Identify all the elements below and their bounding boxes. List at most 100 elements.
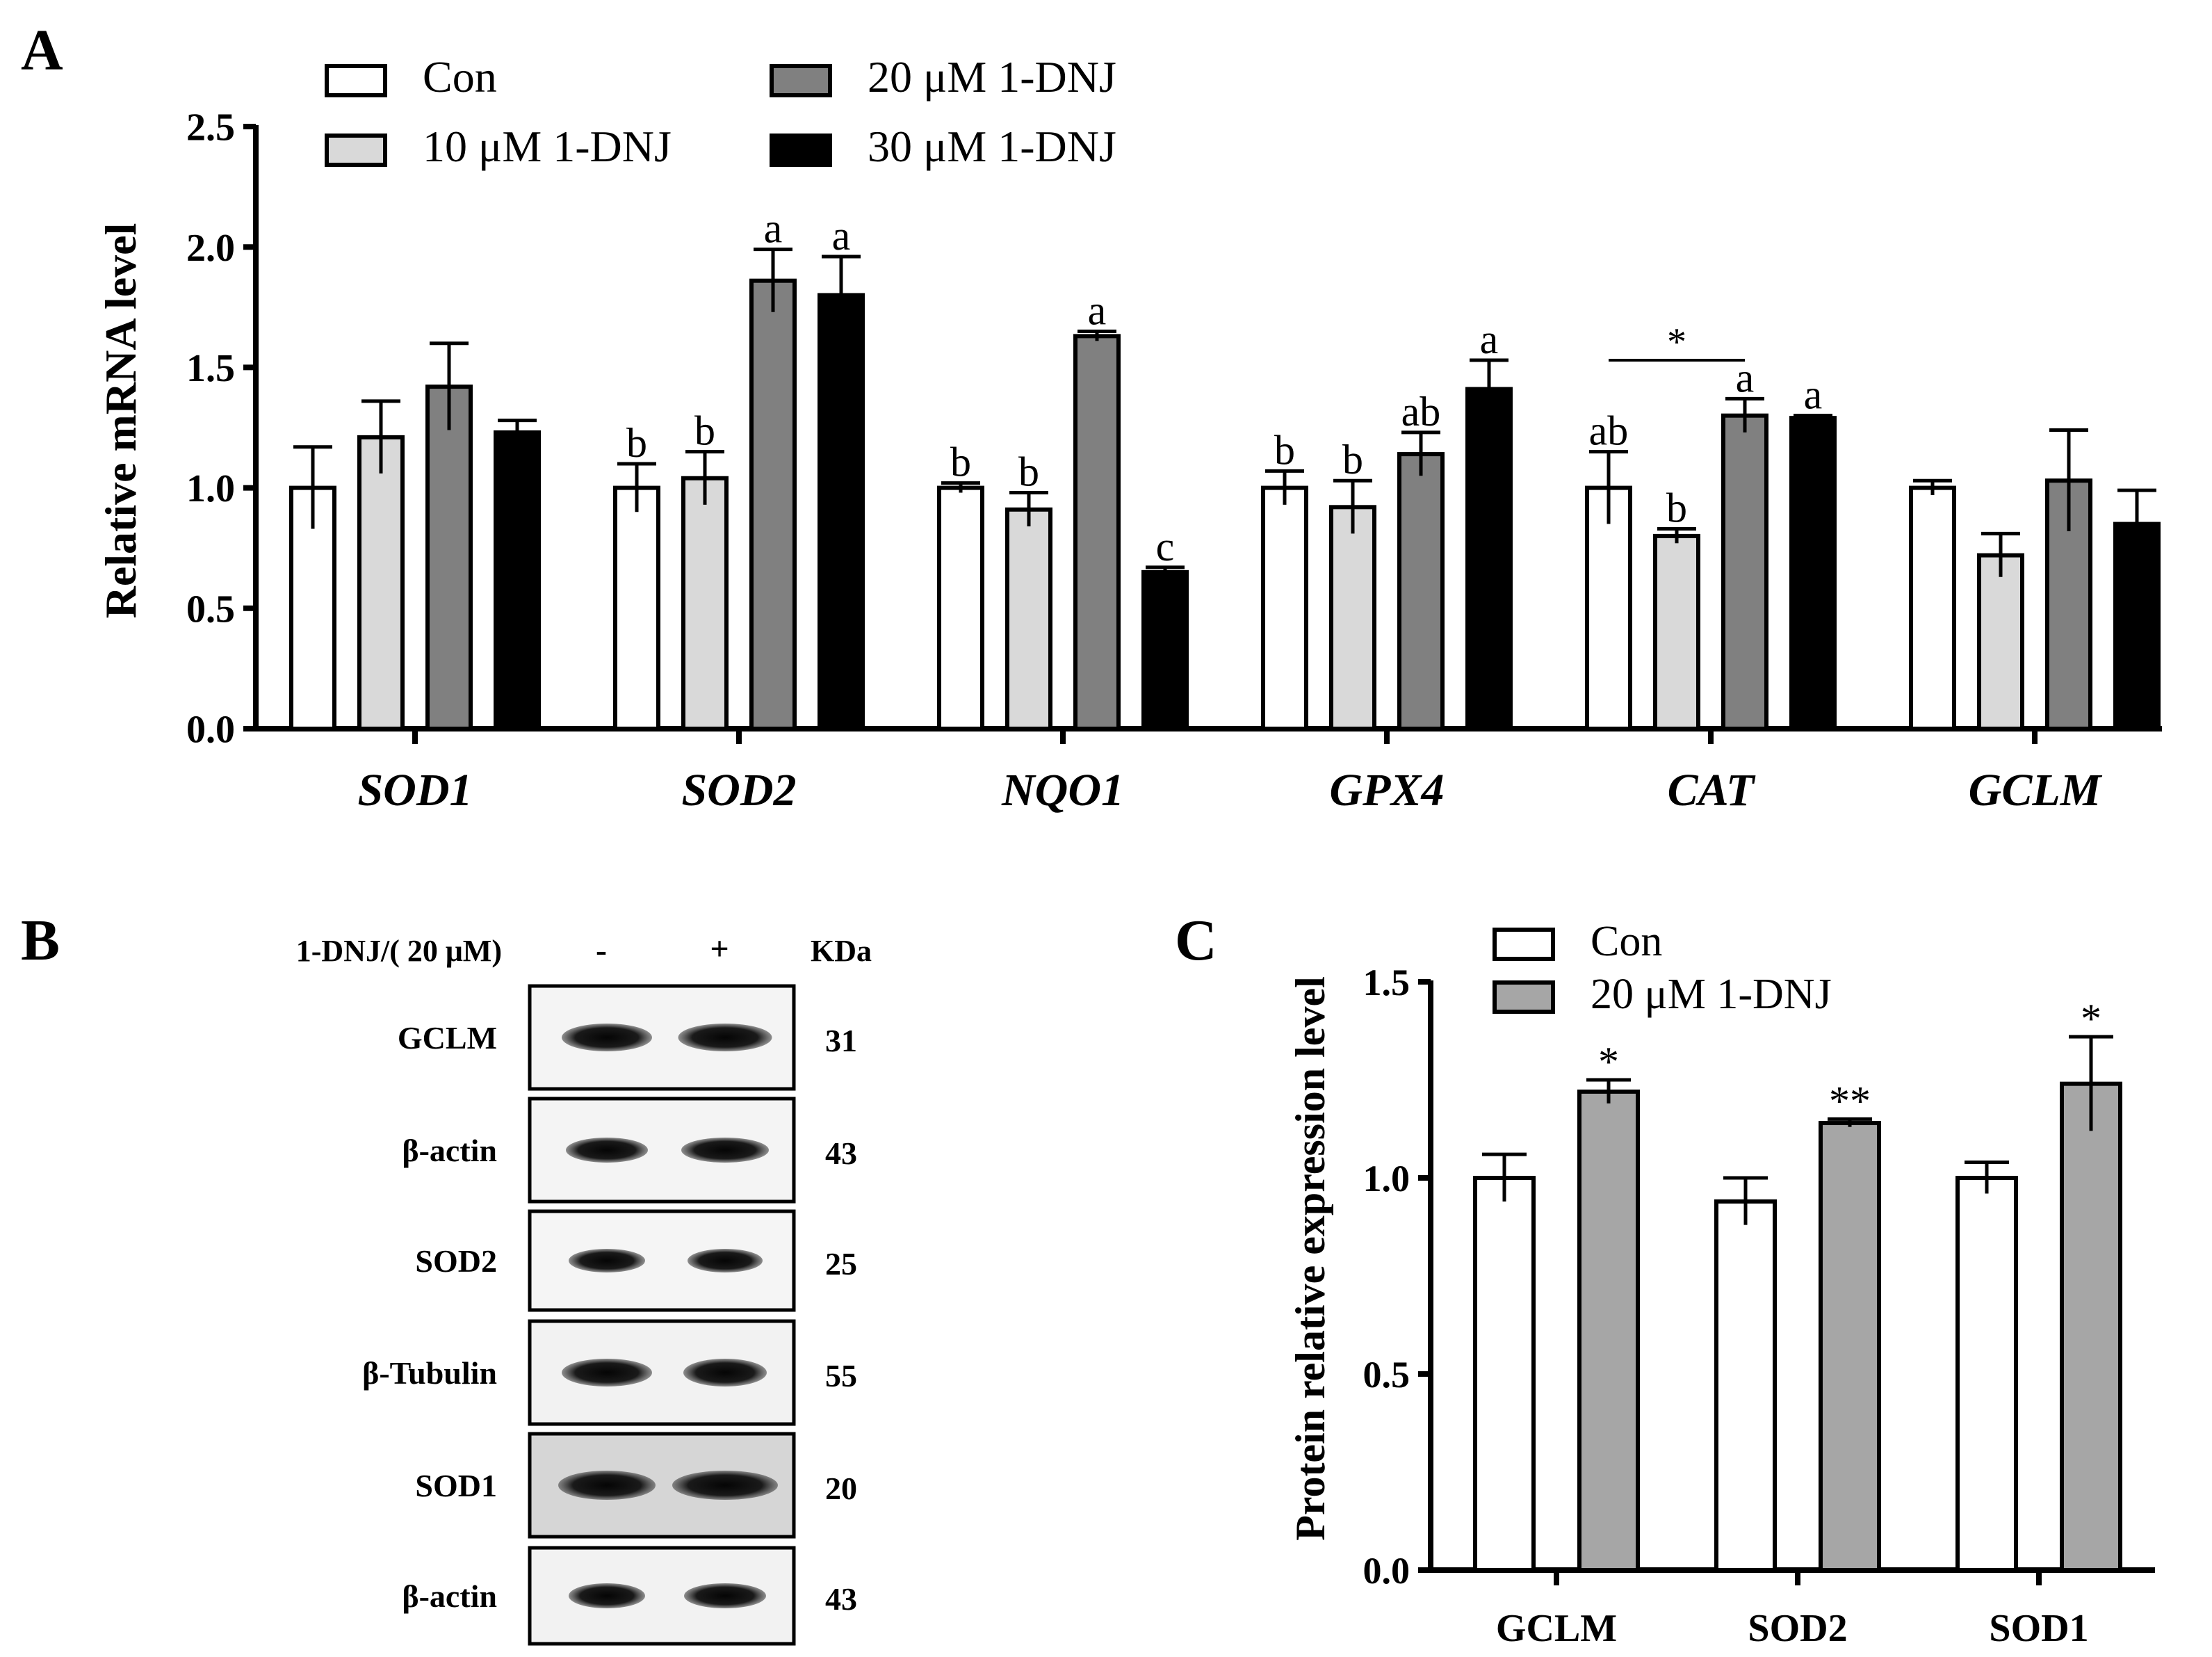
bar-nqo1-10-m-1-dnj (1005, 507, 1052, 731)
panel-c-axes: 0.0 0.5 1.0 1.5 GCLM SOD2 SOD1 (1363, 962, 2155, 1650)
bar-sod1-20-m-1-dnj (2060, 1081, 2122, 1572)
blot-label-gclm: GCLM (398, 1020, 497, 1056)
bar-cat-30-m-1-dnj (1789, 416, 1837, 731)
band-control-actin (566, 1138, 648, 1163)
y-tick-label: 0.5 (1363, 1354, 1410, 1396)
band-control-sod1 (558, 1471, 656, 1500)
x-tick-label-sod1: SOD1 (1989, 1607, 2088, 1650)
lane-label-control: - (596, 932, 607, 969)
bar-gpx4-con (1261, 485, 1308, 731)
band-control-actin (569, 1583, 645, 1608)
panel-c-bars: **** (1473, 996, 2122, 1573)
significance-label: a (764, 206, 783, 252)
legend-swatch-con (325, 64, 387, 97)
significance-label: b (626, 420, 647, 466)
significance-label: b (694, 408, 715, 454)
legend-swatch-10-m-1-dnj (325, 134, 387, 167)
bar-gclm-30-m-1-dnj (2113, 522, 2161, 731)
blot-kda-sod2: 25 (825, 1246, 857, 1282)
x-tick-label-sod1: SOD1 (357, 765, 472, 816)
significance-label: a (1804, 372, 1823, 418)
bar-sod2-20-m-1-dnj (1819, 1121, 1881, 1573)
bar-sod2-con (613, 485, 660, 731)
bar-gclm-con (1909, 485, 1956, 731)
y-tick-label: 2.5 (186, 106, 235, 149)
significance-label: ab (1401, 389, 1441, 435)
blot-label-sod1: SOD1 (415, 1468, 497, 1503)
y-tick-label: 1.0 (1363, 1158, 1410, 1199)
significance-label: b (1274, 427, 1295, 473)
band-treated-actin (684, 1583, 766, 1608)
significance-label: * (2081, 996, 2101, 1042)
x-tick-label-cat: CAT (1668, 765, 1756, 816)
significance-label: b (1666, 485, 1687, 531)
blot-label-sod2: SOD2 (415, 1243, 497, 1279)
band-treated-sod1 (672, 1471, 778, 1500)
y-tick-label: 2.0 (186, 227, 235, 270)
panel-a: A Relative mRNA level Con 10 μM 1-DNJ 20 μ… (21, 18, 2162, 816)
legend-label-20-m-1-dnj: 20 μM 1-DNJ (868, 52, 1116, 102)
panel-a-axes: 0.0 0.5 1.0 1.5 2.0 2.5 SOD1 SOD2 NQO1 GPX4 CAT GCL… (186, 106, 2162, 816)
panel-c-y-axis-label: Protein relative expression level (1287, 976, 1333, 1541)
bar-gclm-con (1473, 1176, 1536, 1572)
blot-label-tubulin: β-Tubulin (362, 1355, 497, 1391)
bar-sod2-10-m-1-dnj (681, 476, 729, 731)
blot-kda-actin: 43 (825, 1135, 857, 1171)
significance-label: * (1598, 1039, 1619, 1085)
blot-label-actin: β-actin (402, 1578, 497, 1614)
x-tick-label-sod2: SOD2 (1748, 1607, 1847, 1650)
band-treated-tubulin (683, 1359, 767, 1387)
y-tick-label: 1.0 (186, 467, 235, 510)
bar-nqo1-con (937, 485, 984, 731)
kda-header: KDa (811, 934, 872, 968)
bar-sod1-20-m-1-dnj (425, 385, 473, 731)
band-control-tubulin (562, 1359, 652, 1387)
blot-kda-gclm: 31 (825, 1023, 857, 1058)
significance-label: b (1018, 449, 1039, 495)
bar-cat-con (1585, 485, 1632, 731)
bar-gpx4-10-m-1-dnj (1329, 505, 1376, 731)
bar-sod1-10-m-1-dnj (357, 435, 405, 731)
panel-c-legend: Con 20 μM 1-DNJ (1493, 918, 1832, 1018)
band-control-gclm (562, 1024, 652, 1051)
y-tick-label: 0.0 (1363, 1550, 1410, 1592)
bar-sod2-20-m-1-dnj (749, 278, 797, 731)
treatment-label: 1-DNJ/( 20 μM) (296, 934, 502, 968)
legend-label-10-m-1-dnj: 10 μM 1-DNJ (423, 122, 672, 171)
bar-nqo1-20-m-1-dnj (1073, 334, 1121, 731)
legend-label-30-m-1-dnj: 30 μM 1-DNJ (868, 122, 1116, 171)
significance-bracket-label: * (1667, 321, 1686, 364)
lane-label-treated: + (710, 930, 729, 967)
legend-swatch-30-m-1-dnj (770, 134, 832, 167)
significance-label: b (1342, 437, 1363, 483)
panel-b-letter: B (21, 908, 60, 973)
significance-label: a (1480, 316, 1499, 362)
panel-a-letter: A (21, 18, 63, 83)
bar-sod1-con (1955, 1176, 2018, 1572)
panel-c: C Protein relative expression level Con 2… (1175, 908, 2155, 1650)
bar-sod2-30-m-1-dnj (818, 293, 865, 731)
bar-cat-20-m-1-dnj (1721, 413, 1768, 731)
legend-label-con: Con (1591, 918, 1662, 965)
x-tick-label-nqo1: NQO1 (1001, 765, 1124, 816)
significance-label: ab (1589, 408, 1629, 454)
legend-swatch-con (1493, 928, 1555, 961)
x-tick-label-sod2: SOD2 (681, 765, 796, 816)
bar-cat-10-m-1-dnj (1653, 533, 1700, 731)
blot-label-actin: β-actin (402, 1133, 497, 1168)
x-tick-label-gpx4: GPX4 (1330, 765, 1445, 816)
bar-sod1-30-m-1-dnj (494, 430, 541, 731)
significance-label: ** (1829, 1078, 1871, 1124)
blot-kda-tubulin: 55 (825, 1358, 857, 1393)
significance-label: c (1156, 524, 1175, 569)
band-treated-actin (681, 1138, 769, 1163)
blot-kda-sod1: 20 (825, 1471, 857, 1506)
bar-gpx4-30-m-1-dnj (1465, 387, 1513, 731)
bar-sod2-con (1714, 1199, 1777, 1572)
band-treated-gclm (678, 1024, 772, 1051)
significance-label: a (832, 213, 851, 259)
significance-label: a (1736, 355, 1755, 401)
y-tick-label: 1.5 (1363, 962, 1410, 1003)
